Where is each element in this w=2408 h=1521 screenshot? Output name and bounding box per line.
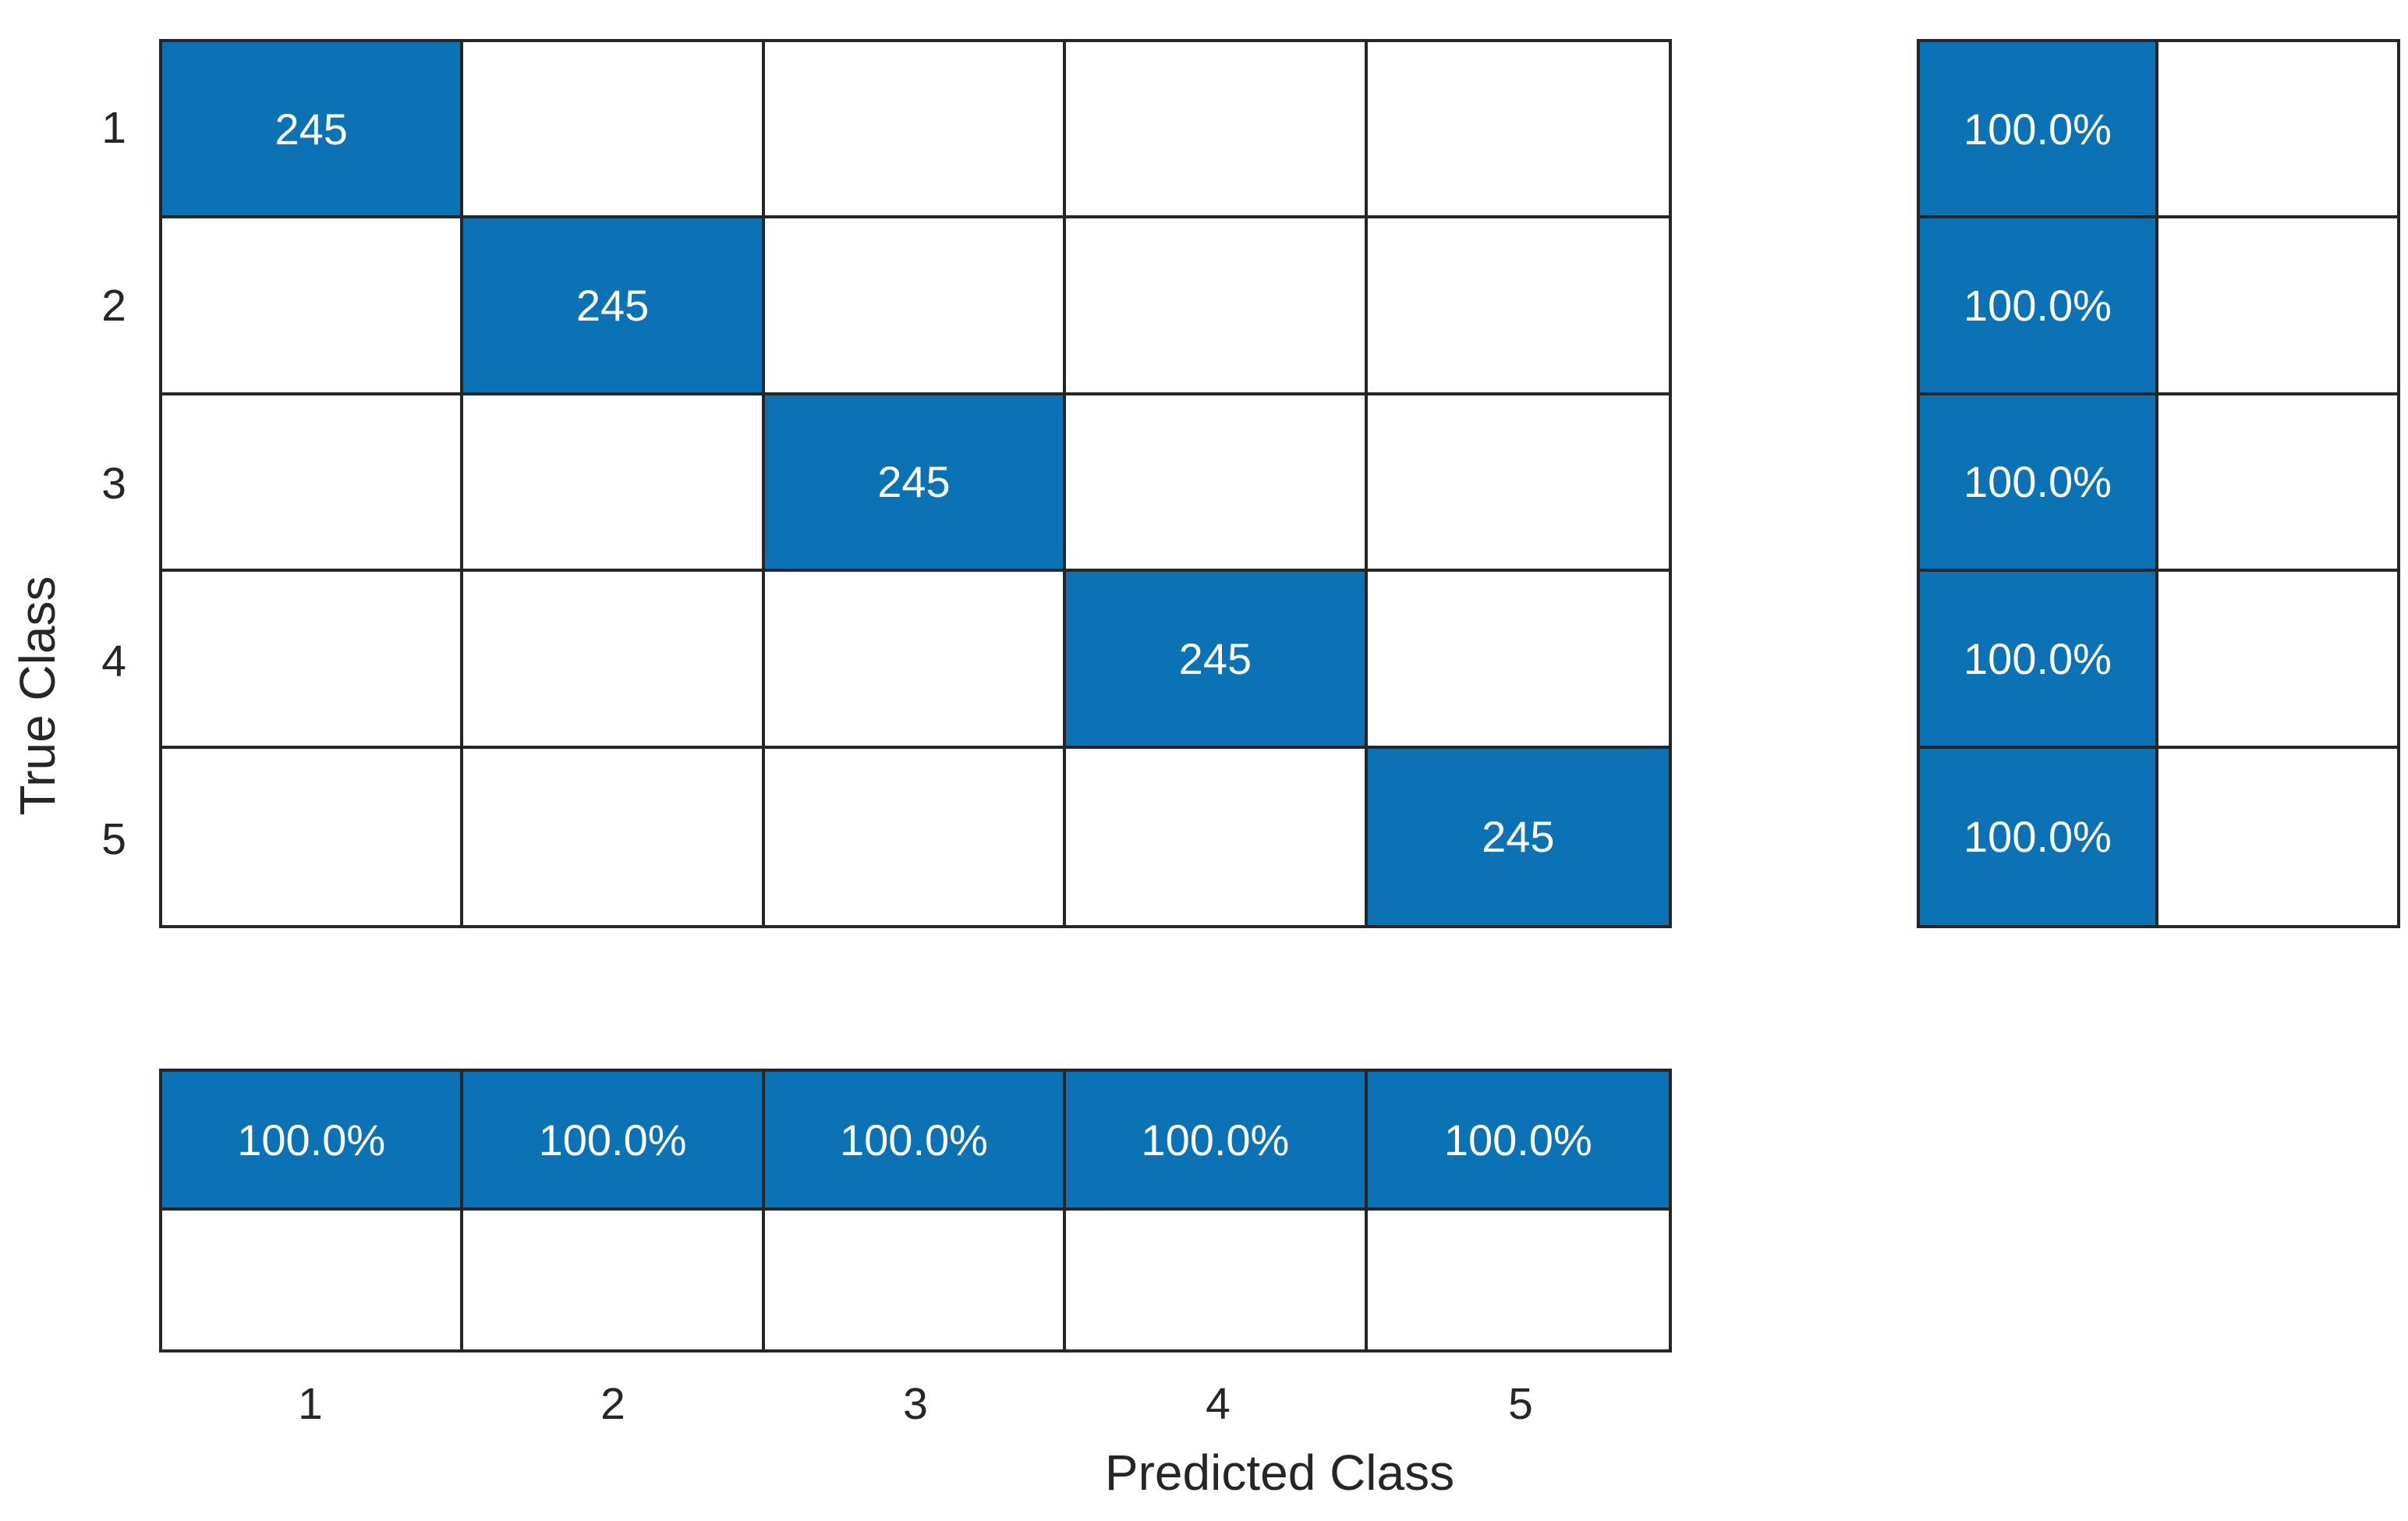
column-summary-cell-r1c2: 100.0% [463, 1072, 765, 1211]
column-summary-cell-r2c1 [162, 1211, 464, 1349]
matrix-cell-r5c5: 245 [1367, 748, 1669, 925]
y-tick-label-1: 1 [101, 103, 126, 153]
x-tick-label-4: 4 [1206, 1379, 1231, 1429]
matrix-cell-r3c4 [1066, 395, 1368, 573]
matrix-cell-r4c1 [162, 572, 464, 749]
matrix-cell-r3c2 [463, 395, 765, 573]
matrix-cell-r2c4 [1066, 218, 1368, 395]
row-normalized-summary-grid: 100.0% 100.0% 100.0% 100.0% 100.0% [1917, 39, 2400, 928]
x-axis-label: Predicted Class [1104, 1445, 1455, 1501]
row-summary-cell-r2c1: 100.0% [1920, 218, 2158, 395]
x-tick-label-2: 2 [600, 1379, 625, 1429]
y-tick-label-3: 3 [101, 459, 126, 509]
confusion-matrix-grid: 245 245 245 245 245 [159, 39, 1672, 928]
row-summary-cell-r4c1: 100.0% [1920, 572, 2158, 749]
column-summary-cell-r2c3 [764, 1211, 1067, 1349]
x-axis-tick-labels: 1 2 3 4 5 [159, 1374, 1672, 1434]
row-summary-cell-r5c2 [2158, 748, 2397, 925]
matrix-cell-r1c3 [764, 42, 1067, 219]
y-tick-label-5: 5 [101, 814, 126, 864]
matrix-cell-r2c1 [162, 218, 464, 395]
matrix-cell-r4c3 [764, 572, 1067, 749]
y-tick-label-4: 4 [101, 636, 126, 686]
row-summary-cell-r3c2 [2158, 395, 2397, 573]
matrix-cell-r2c5 [1367, 218, 1669, 395]
row-summary-cell-r1c1: 100.0% [1920, 42, 2158, 219]
column-summary-cell-r2c5 [1367, 1211, 1669, 1349]
row-summary-cell-r4c2 [2158, 572, 2397, 749]
row-summary-cell-r3c1: 100.0% [1920, 395, 2158, 573]
matrix-cell-r4c5 [1367, 572, 1669, 749]
x-tick-label-5: 5 [1508, 1379, 1533, 1429]
column-normalized-summary-grid: 100.0% 100.0% 100.0% 100.0% 100.0% [159, 1069, 1672, 1353]
row-summary-cell-r5c1: 100.0% [1920, 748, 2158, 925]
y-axis-tick-labels: 1 2 3 4 5 [0, 39, 131, 928]
row-summary-cell-r2c2 [2158, 218, 2397, 395]
matrix-cell-r4c4: 245 [1066, 572, 1368, 749]
matrix-cell-r4c2 [463, 572, 765, 749]
column-summary-cell-r1c1: 100.0% [162, 1072, 464, 1211]
matrix-cell-r3c5 [1367, 395, 1669, 573]
matrix-cell-r2c2: 245 [463, 218, 765, 395]
matrix-cell-r5c1 [162, 748, 464, 925]
matrix-cell-r1c4 [1066, 42, 1368, 219]
column-summary-cell-r1c4: 100.0% [1066, 1072, 1368, 1211]
column-summary-cell-r1c3: 100.0% [764, 1072, 1067, 1211]
matrix-cell-r5c4 [1066, 748, 1368, 925]
matrix-cell-r5c2 [463, 748, 765, 925]
column-summary-cell-r1c5: 100.0% [1367, 1072, 1669, 1211]
matrix-cell-r1c2 [463, 42, 765, 219]
x-tick-label-1: 1 [298, 1379, 323, 1429]
matrix-cell-r3c3: 245 [764, 395, 1067, 573]
column-summary-cell-r2c4 [1066, 1211, 1368, 1349]
matrix-cell-r5c3 [764, 748, 1067, 925]
y-tick-label-2: 2 [101, 281, 126, 331]
matrix-cell-r1c5 [1367, 42, 1669, 219]
matrix-cell-r1c1: 245 [162, 42, 464, 219]
matrix-cell-r3c1 [162, 395, 464, 573]
row-summary-cell-r1c2 [2158, 42, 2397, 219]
column-summary-cell-r2c2 [463, 1211, 765, 1349]
matrix-cell-r2c3 [764, 218, 1067, 395]
x-tick-label-3: 3 [903, 1379, 928, 1429]
